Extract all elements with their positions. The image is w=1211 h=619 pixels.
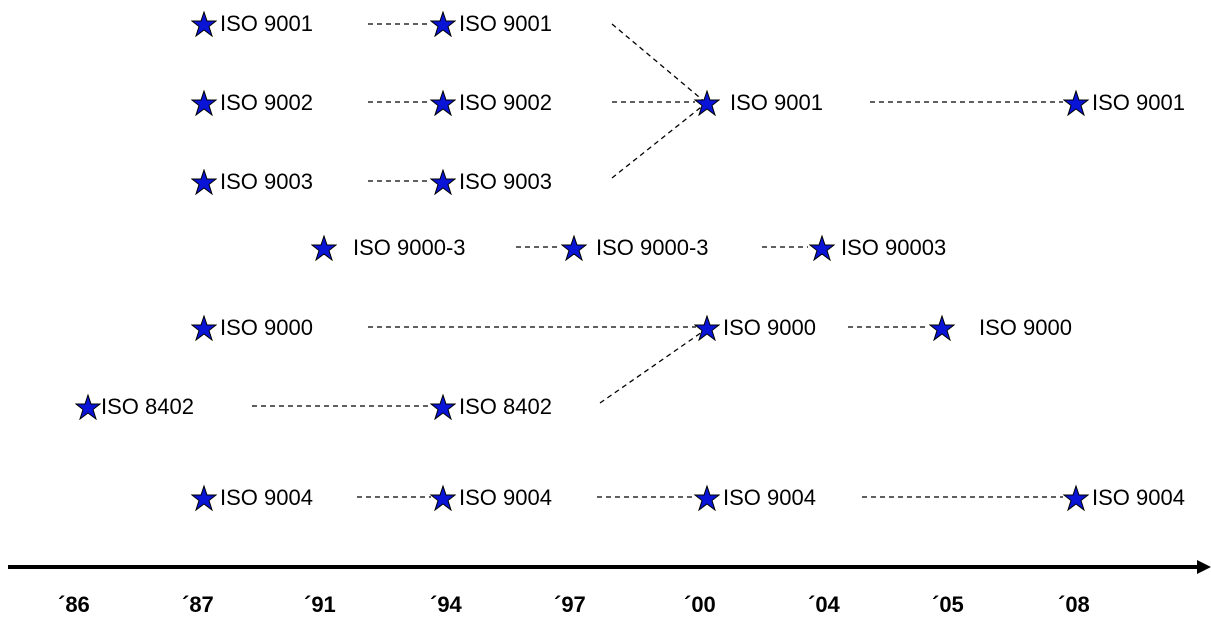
node-label: ISO 9004 xyxy=(1092,485,1185,510)
node-label: ISO 9000 xyxy=(723,315,816,340)
year-label-91: ´91 xyxy=(304,592,336,617)
node-label: ISO 9000 xyxy=(979,315,1072,340)
node-label: ISO 9000-3 xyxy=(353,235,466,260)
node-label: ISO 9004 xyxy=(220,485,313,510)
node-label: ISO 9004 xyxy=(459,485,552,510)
star-icon xyxy=(1063,90,1089,116)
star-icon xyxy=(694,90,720,116)
year-label-08: ´08 xyxy=(1058,592,1090,617)
node-iso-9003-87: ISO 9003 xyxy=(191,167,313,197)
node-label: ISO 8402 xyxy=(101,394,194,419)
node-label: ISO 9002 xyxy=(459,90,552,115)
connector-line xyxy=(599,329,706,404)
year-label-97: ´97 xyxy=(554,592,586,617)
year-label-86: ´86 xyxy=(58,592,90,617)
node-iso-9000-00: ISO 9000 xyxy=(694,313,816,343)
node-label: ISO 9003 xyxy=(220,169,313,194)
node-label: ISO 9004 xyxy=(723,485,816,510)
node-iso-9004-94: ISO 9004 xyxy=(430,483,552,513)
star-icon xyxy=(191,169,217,195)
star-icon xyxy=(430,485,456,511)
node-iso-9001-08: ISO 9001 xyxy=(1063,88,1185,118)
node-label: ISO 9001 xyxy=(220,11,313,36)
star-icon xyxy=(430,11,456,37)
node-iso-9004-08: ISO 9004 xyxy=(1063,483,1185,513)
node-label: ISO 9001 xyxy=(1092,90,1185,115)
star-icon xyxy=(191,485,217,511)
node-iso-8402-94: ISO 8402 xyxy=(430,392,552,422)
node-label: ISO 9000-3 xyxy=(596,235,709,260)
node-label: ISO 9001 xyxy=(459,11,552,36)
node-iso-9001-00: ISO 9001 xyxy=(694,88,823,118)
star-icon xyxy=(191,11,217,37)
connector-line xyxy=(611,23,706,103)
star-icon xyxy=(430,169,456,195)
star-icon xyxy=(809,235,835,261)
node-label: ISO 9002 xyxy=(220,90,313,115)
node-iso-9001-87: ISO 9001 xyxy=(191,9,313,39)
star-icon xyxy=(694,315,720,341)
node-label: ISO 8402 xyxy=(459,394,552,419)
star-icon xyxy=(191,90,217,116)
node-iso-9003-94: ISO 9003 xyxy=(430,167,552,197)
node-iso-9002-87: ISO 9002 xyxy=(191,88,313,118)
node-iso-8402-86: ISO 8402 xyxy=(75,392,194,422)
star-icon xyxy=(1063,485,1089,511)
timeline-arrowhead xyxy=(1197,560,1211,574)
year-label-94: ´94 xyxy=(430,592,462,617)
star-icon xyxy=(311,235,337,261)
node-iso-9004-87: ISO 9004 xyxy=(191,483,313,513)
star-icon xyxy=(561,235,587,261)
node-iso-9000-3-97: ISO 9000-3 xyxy=(561,233,709,263)
node-label: ISO 9003 xyxy=(459,169,552,194)
node-iso-9000-05: ISO 9000 xyxy=(929,313,1072,343)
star-icon xyxy=(430,90,456,116)
year-label-87: ´87 xyxy=(182,592,214,617)
star-icon xyxy=(694,485,720,511)
node-iso-9000-87: ISO 9000 xyxy=(191,313,313,343)
node-label: ISO 9000 xyxy=(220,315,313,340)
star-icon xyxy=(430,394,456,420)
node-label: ISO 90003 xyxy=(841,235,947,260)
star-icon xyxy=(75,394,101,420)
year-label-05: ´05 xyxy=(932,592,964,617)
node-iso-90003-04: ISO 90003 xyxy=(809,233,946,263)
node-iso-9004-00: ISO 9004 xyxy=(694,483,816,513)
node-iso-9000-3-91: ISO 9000-3 xyxy=(311,233,466,263)
star-icon xyxy=(929,315,955,341)
connector-line xyxy=(611,103,706,179)
node-iso-9001-94: ISO 9001 xyxy=(430,9,552,39)
node-iso-9002-94: ISO 9002 xyxy=(430,88,552,118)
year-label-04: ´04 xyxy=(808,592,840,617)
star-icon xyxy=(191,315,217,341)
node-label: ISO 9001 xyxy=(730,90,823,115)
year-label-00: ´00 xyxy=(684,592,716,617)
